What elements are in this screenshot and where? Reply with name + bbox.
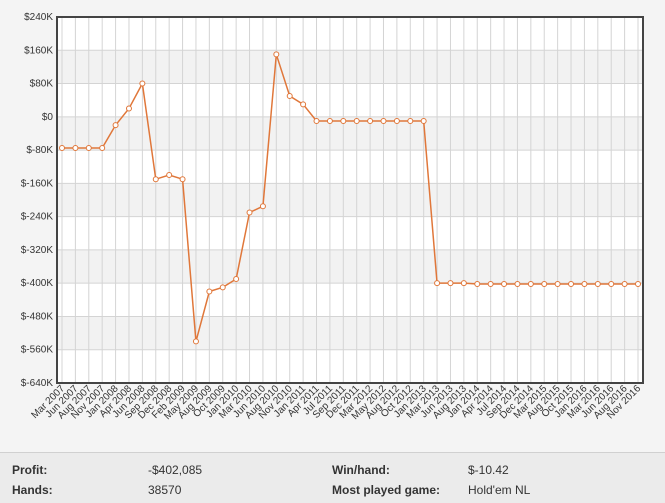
point xyxy=(219,284,226,291)
point xyxy=(340,117,347,124)
point xyxy=(125,105,132,112)
point xyxy=(300,101,307,108)
y-tick-label: $-480K xyxy=(21,311,54,322)
point xyxy=(59,145,65,152)
point xyxy=(581,281,588,288)
stat-value: Hold'em NL xyxy=(468,483,531,497)
point xyxy=(514,281,521,288)
chart: $240K $160K $80K $0 $-80K $-160K $-240K $-320K $… xyxy=(21,12,644,422)
point xyxy=(326,117,333,124)
point xyxy=(85,145,92,152)
point xyxy=(527,281,534,288)
point xyxy=(192,338,199,345)
y-tick-label: $-560K xyxy=(21,345,54,356)
point xyxy=(594,281,601,288)
y-tick-label: $240K xyxy=(24,12,53,23)
stat-label: Hands: xyxy=(12,483,53,497)
y-tick-label: $-320K xyxy=(21,245,54,256)
point xyxy=(273,51,280,58)
point xyxy=(259,203,266,210)
stat-value: $-10.42 xyxy=(468,463,509,477)
point xyxy=(367,117,374,124)
plot-border xyxy=(56,16,644,384)
stat-label: Profit: xyxy=(12,463,48,477)
y-tick-label: $-160K xyxy=(21,178,54,189)
point xyxy=(393,117,400,124)
point xyxy=(380,117,387,124)
point xyxy=(420,117,427,124)
point xyxy=(407,117,414,124)
stat-label: Win/hand: xyxy=(332,463,390,477)
y-tick-label: $-400K xyxy=(21,278,54,289)
band xyxy=(57,50,643,84)
point xyxy=(434,280,441,287)
y-tick-label: $-80K xyxy=(26,145,53,156)
point xyxy=(460,280,467,287)
point xyxy=(313,117,320,124)
band xyxy=(57,316,643,350)
y-tick-label: $-240K xyxy=(21,212,54,223)
stat-label: Most played game: xyxy=(332,483,441,497)
stat-value: 38570 xyxy=(148,483,182,497)
point xyxy=(447,280,454,287)
point xyxy=(233,276,240,283)
y-tick-label: $-640K xyxy=(21,378,54,389)
point xyxy=(541,281,548,288)
band xyxy=(57,116,643,151)
stats-panel: Profit: -$402,085 Win/hand: $-10.42 Hand… xyxy=(0,452,665,503)
point xyxy=(139,80,146,87)
point xyxy=(286,93,293,100)
point xyxy=(501,281,508,288)
point xyxy=(246,209,253,216)
y-tick-label: $160K xyxy=(24,45,53,56)
point xyxy=(112,122,119,129)
stat-value: -$402,085 xyxy=(148,463,203,477)
point xyxy=(179,176,186,183)
band xyxy=(57,249,643,284)
point xyxy=(166,172,173,179)
band xyxy=(57,183,643,217)
point xyxy=(353,117,360,124)
point xyxy=(635,281,641,288)
point xyxy=(621,281,628,288)
y-tick-label: $0 xyxy=(42,112,54,123)
y-tick-label: $80K xyxy=(30,79,54,90)
point xyxy=(568,281,575,288)
point xyxy=(608,281,615,288)
point xyxy=(487,281,494,288)
point xyxy=(99,145,106,152)
point xyxy=(206,288,213,295)
point xyxy=(72,145,79,152)
point xyxy=(474,281,481,288)
point xyxy=(152,176,159,183)
point xyxy=(554,281,561,288)
